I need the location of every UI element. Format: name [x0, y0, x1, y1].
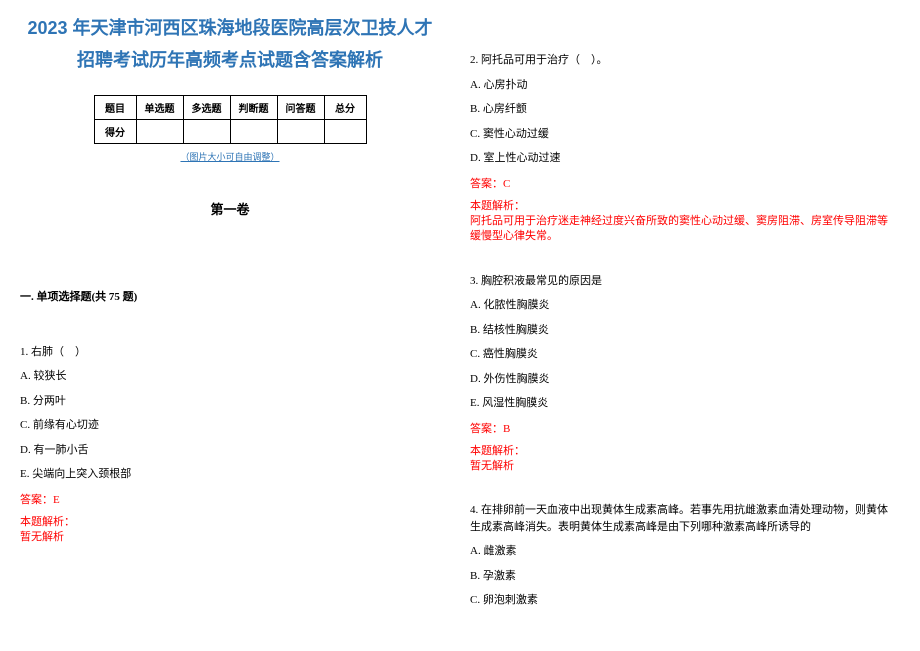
question-3: 3. 胸腔积液最常见的原因是 A. 化脓性胸膜炎 B. 结核性胸膜炎 C. 癌性…	[470, 273, 890, 475]
th-multi: 多选题	[183, 95, 230, 119]
q1-opt-e: E. 尖端向上突入颈根部	[20, 466, 440, 483]
q1-analysis-label: 本题解析：	[20, 516, 75, 528]
q1-opt-a: A. 较狭长	[20, 368, 440, 385]
row-label: 得分	[94, 119, 136, 143]
q4-stem: 4. 在排卵前一天血液中出现黄体生成素高峰。若事先用抗雌激素血清处理动物，则黄体…	[470, 502, 890, 535]
cell	[324, 119, 366, 143]
q2-analysis-body: 阿托品可用于治疗迷走神经过度兴奋所致的窦性心动过缓、窦房阻滞、房室传导阻滞等缓慢…	[470, 215, 888, 242]
q1-opt-d: D. 有一肺小舌	[20, 442, 440, 459]
q3-opt-d: D. 外伤性胸膜炎	[470, 371, 890, 388]
q3-analysis-body: 暂无解析	[470, 460, 514, 472]
q1-opt-c: C. 前缘有心切迹	[20, 417, 440, 434]
q3-stem: 3. 胸腔积液最常见的原因是	[470, 273, 890, 290]
q3-opt-c: C. 癌性胸膜炎	[470, 346, 890, 363]
th-qa: 问答题	[277, 95, 324, 119]
q1-analysis-body: 暂无解析	[20, 531, 64, 543]
cell	[183, 119, 230, 143]
q3-opt-e: E. 风湿性胸膜炎	[470, 395, 890, 412]
q1-opt-b: B. 分两叶	[20, 393, 440, 410]
adjust-note: （图片大小可自由调整）	[20, 150, 440, 163]
cell	[277, 119, 324, 143]
q2-opt-b: B. 心房纤颤	[470, 101, 890, 118]
q2-opt-d: D. 室上性心动过速	[470, 150, 890, 167]
table-score-row: 得分	[94, 119, 366, 143]
q2-stem: 2. 阿托品可用于治疗（ ）。	[470, 52, 890, 69]
cell	[136, 119, 183, 143]
q3-opt-b: B. 结核性胸膜炎	[470, 322, 890, 339]
question-2: 2. 阿托品可用于治疗（ ）。 A. 心房扑动 B. 心房纤颤 C. 窦性心动过…	[470, 52, 890, 245]
q2-answer: 答案：C	[470, 175, 890, 191]
th-single: 单选题	[136, 95, 183, 119]
subsection-1-heading: 一. 单项选择题(共 75 题)	[20, 288, 440, 304]
cell	[230, 119, 277, 143]
q3-opt-a: A. 化脓性胸膜炎	[470, 297, 890, 314]
document-title: 2023 年天津市河西区珠海地段医院高层次卫技人才招聘考试历年高频考点试题含答案…	[20, 12, 440, 77]
q3-answer: 答案：B	[470, 420, 890, 436]
q1-answer: 答案：E	[20, 491, 440, 507]
th-judge: 判断题	[230, 95, 277, 119]
question-4: 4. 在排卵前一天血液中出现黄体生成素高峰。若事先用抗雌激素血清处理动物，则黄体…	[470, 502, 890, 609]
score-table: 题目 单选题 多选题 判断题 问答题 总分 得分	[94, 95, 367, 144]
q1-stem: 1. 右肺（ ）	[20, 344, 440, 361]
th-type: 题目	[94, 95, 136, 119]
q4-opt-c: C. 卵泡刺激素	[470, 592, 890, 609]
q1-analysis: 本题解析： 暂无解析	[20, 515, 440, 546]
q2-opt-a: A. 心房扑动	[470, 77, 890, 94]
q3-analysis-label: 本题解析：	[470, 445, 525, 457]
table-header-row: 题目 单选题 多选题 判断题 问答题 总分	[94, 95, 366, 119]
q2-analysis: 本题解析： 阿托品可用于治疗迷走神经过度兴奋所致的窦性心动过缓、窦房阻滞、房室传…	[470, 199, 890, 245]
q4-opt-a: A. 雌激素	[470, 543, 890, 560]
q3-analysis: 本题解析： 暂无解析	[470, 444, 890, 475]
q2-opt-c: C. 窦性心动过缓	[470, 126, 890, 143]
th-total: 总分	[324, 95, 366, 119]
question-1: 1. 右肺（ ） A. 较狭长 B. 分两叶 C. 前缘有心切迹 D. 有一肺小…	[20, 344, 440, 546]
q2-analysis-label: 本题解析：	[470, 200, 525, 212]
section-1-heading: 第一卷	[20, 199, 440, 218]
q4-opt-b: B. 孕激素	[470, 568, 890, 585]
